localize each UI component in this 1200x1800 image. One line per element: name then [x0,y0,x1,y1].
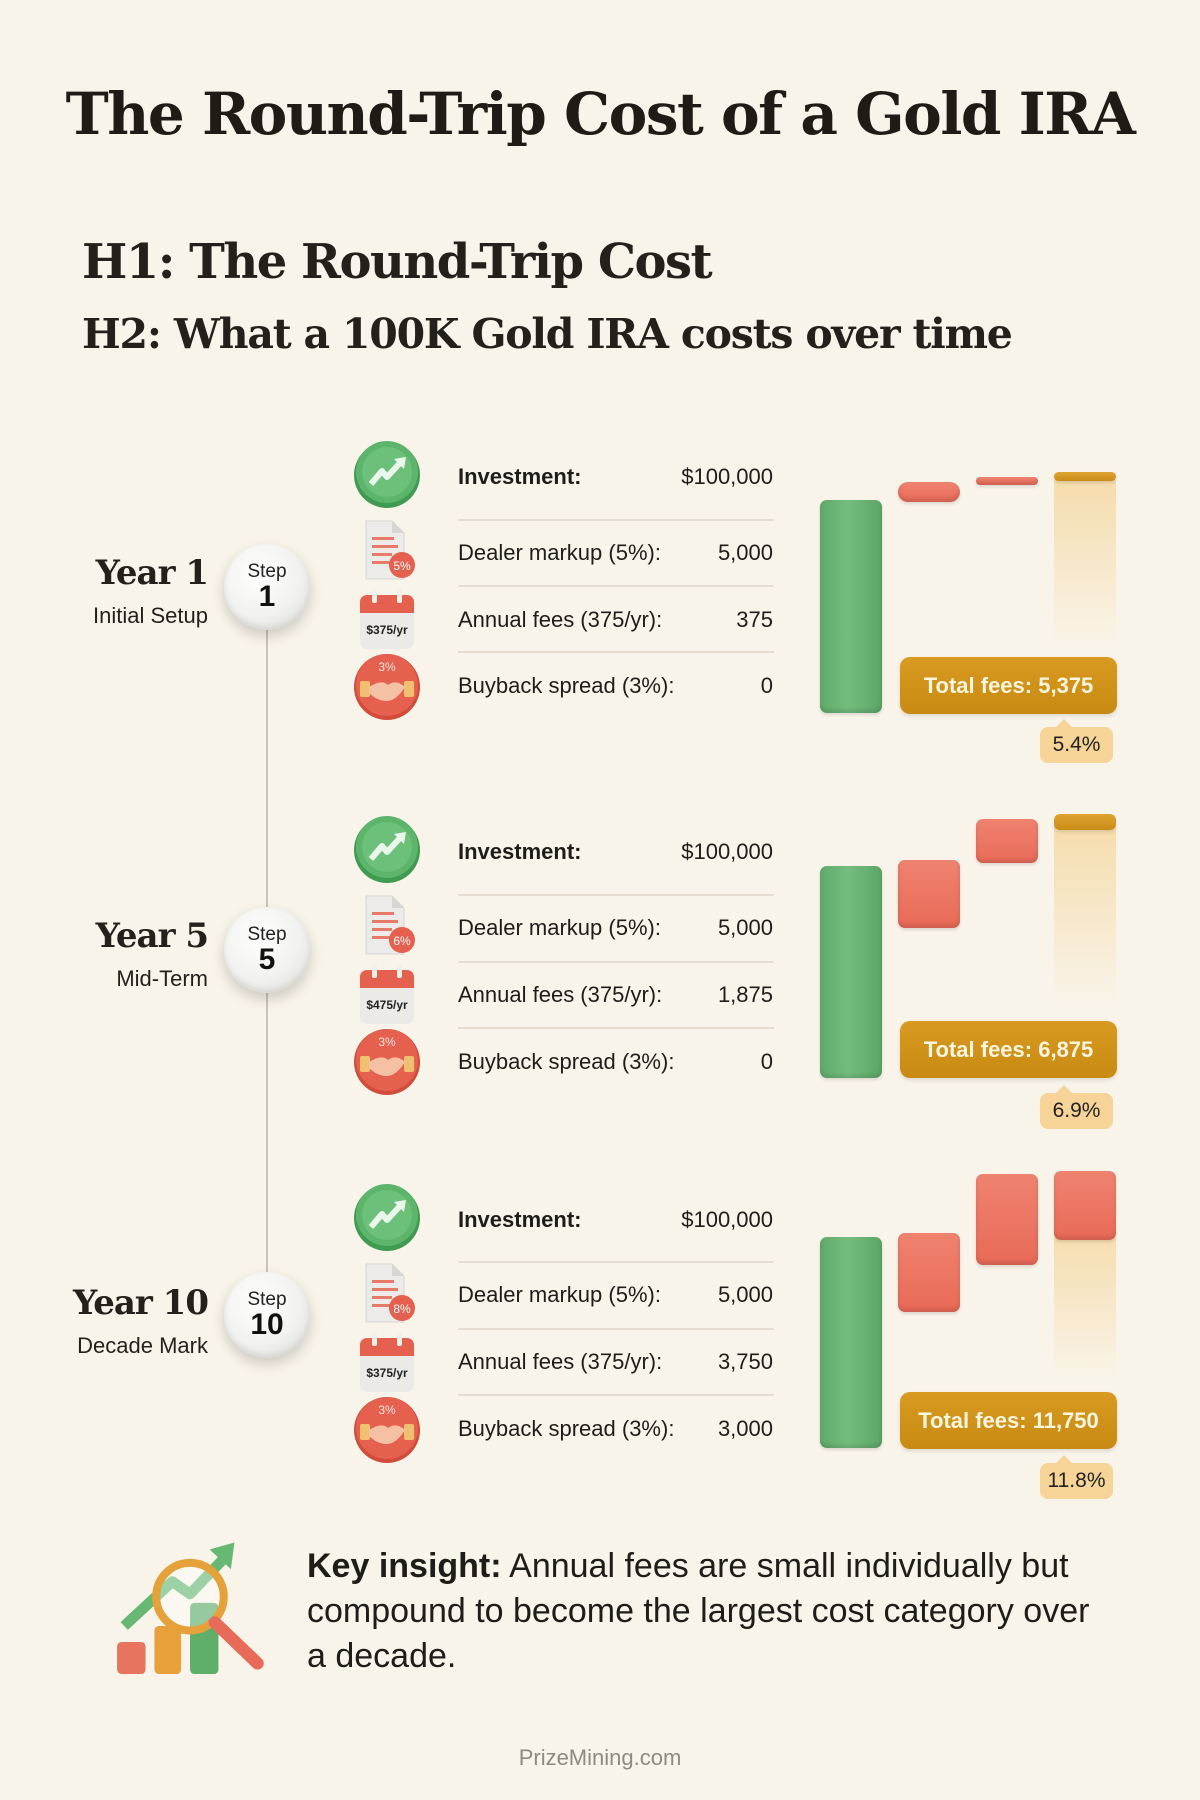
row-label-buyback-spread: Buyback spread (3%): [458,1416,675,1441]
document-percent-icon: 5% [365,520,415,580]
row-value-dealer-markup: 5,000 [717,915,773,940]
total-percent-badge: 11.8% [1040,1455,1113,1499]
svg-text:5%: 5% [393,559,411,573]
row-value-annual-fees: 375 [736,607,773,632]
step-word: Step [247,561,287,582]
svg-text:6%: 6% [393,934,411,948]
trending-up-coin-icon [354,816,420,883]
step-number: 1 [258,580,276,613]
bar-total-ghost [1054,478,1116,648]
year-subtitle: Initial Setup [93,603,208,628]
row-value-investment: $100,000 [681,464,773,489]
step-word: Step [247,924,287,945]
analytics-magnifier-icon [117,1542,264,1674]
row-label-annual-fees: Annual fees (375/yr): [458,607,663,632]
heading-h2: H2: What a 100K Gold IRA costs over time [82,310,1013,358]
bar-investment [820,866,882,1078]
bar-total-cap [1054,814,1116,830]
row-divider [458,585,774,587]
step-badge: Step 5 [224,907,310,993]
key-insight-text: Key insight: Annual fees are small indiv… [307,1544,1107,1679]
svg-text:3%: 3% [378,1403,396,1417]
svg-text:3%: 3% [378,660,396,674]
step-badge: Step 10 [224,1272,310,1358]
row-label-dealer-markup: Dealer markup (5%): [458,1282,661,1307]
svg-text:8%: 8% [393,1302,411,1316]
page-title: The Round-Trip Cost of a Gold IRA [65,80,1136,148]
row-value-investment: $100,000 [681,839,773,864]
row-label-annual-fees: Annual fees (375/yr): [458,1349,663,1374]
row-divider [458,519,774,521]
row-divider [458,651,774,653]
heading-h1: H1: The Round-Trip Cost [82,234,713,290]
handshake-spread-icon: 3% [354,1029,420,1095]
row-value-investment: $100,000 [681,1207,773,1232]
year-label: Year 1 [95,553,209,593]
row-label-buyback-spread: Buyback spread (3%): [458,673,675,698]
trending-up-coin-icon [354,441,420,508]
bar-dealer-markup [898,860,960,928]
row-value-dealer-markup: 5,000 [717,540,773,565]
svg-text:$475/yr: $475/yr [366,998,408,1012]
bar-annual-fees [976,477,1038,485]
row-value-buyback-spread: 0 [760,673,773,698]
year-subtitle: Decade Mark [77,1333,208,1358]
handshake-spread-icon: 3% [354,1397,420,1463]
row-value-annual-fees: 3,750 [717,1349,773,1374]
document-percent-icon: 6% [365,895,415,955]
trending-up-coin-icon [354,1184,420,1251]
row-divider [458,1027,774,1029]
key-insight-lead: Key insight: [307,1547,502,1585]
calendar-fee-icon: $475/yr [360,964,414,1024]
svg-text:3%: 3% [378,1035,396,1049]
bar-total-ghost [1054,822,1116,1007]
document-percent-icon: 8% [365,1263,415,1323]
key-insight-body: Annual fees are small individually but c… [307,1547,1090,1675]
bar-buyback-spread [1054,1171,1116,1240]
row-divider [458,894,774,896]
row-label-investment: Investment: [458,1207,582,1232]
row-value-annual-fees: 1,875 [717,982,773,1007]
step-word: Step [247,1289,287,1310]
row-value-dealer-markup: 5,000 [717,1282,773,1307]
row-divider [458,961,774,963]
row-divider [458,1394,774,1396]
row-divider [458,1328,774,1330]
bar-annual-fees [976,819,1038,863]
bar-annual-fees [976,1174,1038,1265]
row-value-buyback-spread: 3,000 [717,1416,773,1441]
calendar-fee-icon: $375/yr [360,589,414,649]
step-number: 10 [250,1308,284,1341]
row-label-investment: Investment: [458,839,582,864]
calendar-fee-icon: $375/yr [360,1332,414,1392]
total-percent-badge: 5.4% [1040,719,1113,763]
row-label-annual-fees: Annual fees (375/yr): [458,982,663,1007]
svg-text:$375/yr: $375/yr [366,623,408,637]
row-label-investment: Investment: [458,464,582,489]
handshake-spread-icon: 3% [354,654,420,720]
step-badge: Step 1 [224,544,310,630]
year-label: Year 5 [95,916,209,956]
step-number: 5 [258,943,276,976]
source-credit: PrizeMining.com [518,1745,682,1770]
bar-total-cap [1054,472,1116,481]
svg-text:$375/yr: $375/yr [366,1366,408,1380]
row-label-dealer-markup: Dealer markup (5%): [458,915,661,940]
bar-total-ghost [1054,1230,1116,1380]
total-fees-badge: Total fees: 5,375 [900,657,1117,714]
bar-investment [820,1237,882,1448]
row-value-buyback-spread: 0 [760,1049,773,1074]
row-divider [458,1261,774,1263]
row-label-dealer-markup: Dealer markup (5%): [458,540,661,565]
bar-investment [820,500,882,713]
year-label: Year 10 [72,1283,209,1323]
year-subtitle: Mid-Term [116,966,208,991]
row-label-buyback-spread: Buyback spread (3%): [458,1049,675,1074]
total-fees-badge: Total fees: 11,750 [900,1392,1117,1449]
bar-dealer-markup [898,482,960,502]
total-percent-badge: 6.9% [1040,1085,1113,1129]
bar-dealer-markup [898,1233,960,1312]
total-fees-badge: Total fees: 6,875 [900,1021,1117,1078]
